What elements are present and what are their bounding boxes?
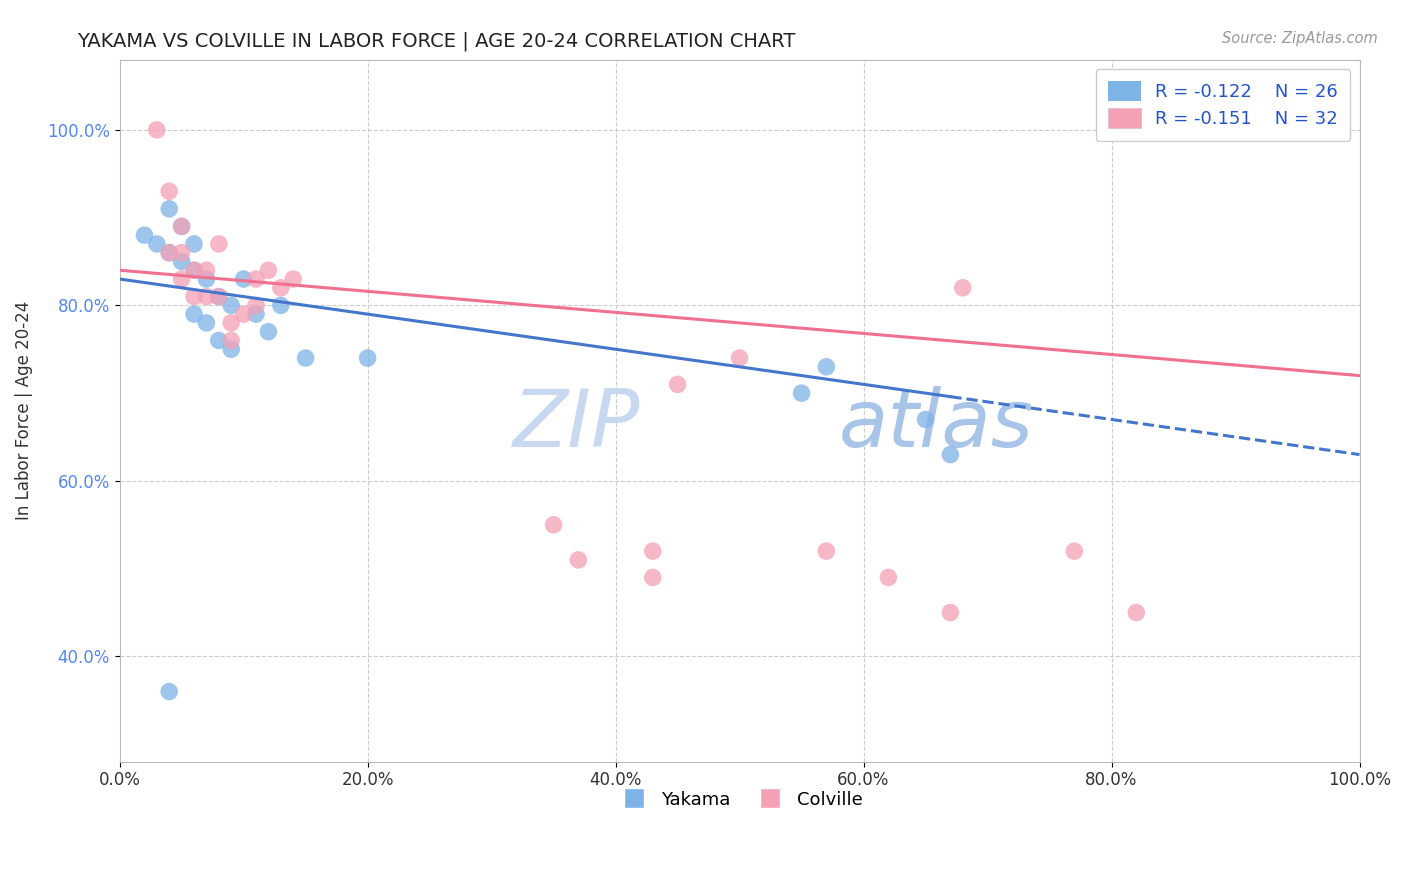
Point [146, 123, 169, 137]
Point [939, 448, 962, 462]
Point [728, 351, 751, 365]
Point [157, 184, 180, 198]
Text: ZIP: ZIP [513, 385, 640, 464]
Y-axis label: In Labor Force | Age 20-24: In Labor Force | Age 20-24 [15, 301, 32, 520]
Point [195, 263, 218, 277]
Point [157, 684, 180, 698]
Point [283, 272, 305, 286]
Point [641, 544, 664, 558]
Point [790, 386, 813, 401]
Point [543, 517, 565, 532]
Point [157, 245, 180, 260]
Legend: Yakama, Colville: Yakama, Colville [609, 783, 870, 816]
Point [183, 307, 205, 321]
Point [208, 289, 231, 303]
Point [815, 359, 838, 374]
Point [146, 236, 169, 251]
Point [183, 263, 205, 277]
Point [219, 334, 242, 348]
Point [183, 263, 205, 277]
Point [170, 219, 193, 234]
Point [232, 272, 254, 286]
Point [245, 272, 267, 286]
Point [294, 351, 316, 365]
Point [195, 316, 218, 330]
Point [208, 334, 231, 348]
Point [157, 202, 180, 216]
Point [208, 289, 231, 303]
Point [666, 377, 689, 392]
Text: YAKAMA VS COLVILLE IN LABOR FORCE | AGE 20-24 CORRELATION CHART: YAKAMA VS COLVILLE IN LABOR FORCE | AGE … [77, 31, 796, 51]
Point [219, 316, 242, 330]
Point [270, 298, 292, 312]
Point [219, 343, 242, 357]
Point [815, 544, 838, 558]
Point [232, 307, 254, 321]
Point [356, 351, 378, 365]
Point [567, 553, 589, 567]
Point [1125, 606, 1147, 620]
Point [208, 236, 231, 251]
Point [183, 289, 205, 303]
Point [134, 228, 156, 243]
Point [157, 245, 180, 260]
Point [195, 272, 218, 286]
Point [170, 254, 193, 268]
Point [257, 325, 280, 339]
Point [1063, 544, 1085, 558]
Point [877, 570, 900, 584]
Text: Source: ZipAtlas.com: Source: ZipAtlas.com [1222, 31, 1378, 46]
Point [257, 263, 280, 277]
Point [195, 289, 218, 303]
Point [939, 606, 962, 620]
Point [183, 236, 205, 251]
Point [952, 281, 974, 295]
Point [245, 298, 267, 312]
Text: atlas: atlas [839, 385, 1033, 464]
Point [641, 570, 664, 584]
Point [270, 281, 292, 295]
Point [245, 307, 267, 321]
Point [914, 412, 936, 426]
Point [219, 298, 242, 312]
Point [170, 245, 193, 260]
Point [170, 219, 193, 234]
Point [170, 272, 193, 286]
